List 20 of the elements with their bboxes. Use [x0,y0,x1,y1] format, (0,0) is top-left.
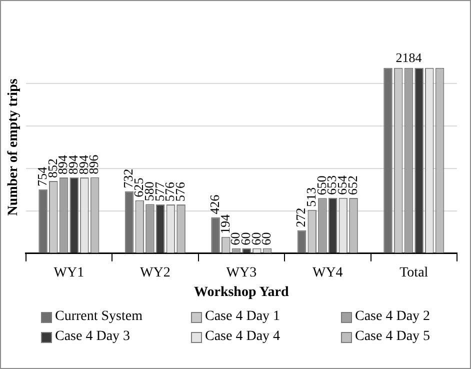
legend-label: Case 4 Day 5 [355,329,430,345]
y-axis-title: Number of empty trips [6,78,22,216]
legend-label: Case 4 Day 4 [205,329,280,345]
x-tick-label: WY2 [140,265,170,280]
x-tick-label: WY3 [226,265,257,280]
data-label: 272 [293,208,308,228]
legend-label: Case 4 Day 2 [355,309,430,325]
data-label: 754 [34,166,50,186]
legend-label: Case 4 Day 3 [55,329,130,345]
data-label: 194 [217,214,232,234]
x-axis-title: Workshop Yard [194,285,290,300]
x-tick-label: Total [400,265,428,280]
data-label: 426 [206,194,222,214]
data-label: 2184 [396,50,422,65]
legend-label: Case 4 Day 1 [205,309,280,325]
data-label: 732 [120,168,136,188]
x-tick-label: WY1 [54,265,84,280]
x-tick-label: WY4 [312,265,343,280]
data-label: 60 [228,232,243,246]
legend-label: Current System [55,309,142,325]
